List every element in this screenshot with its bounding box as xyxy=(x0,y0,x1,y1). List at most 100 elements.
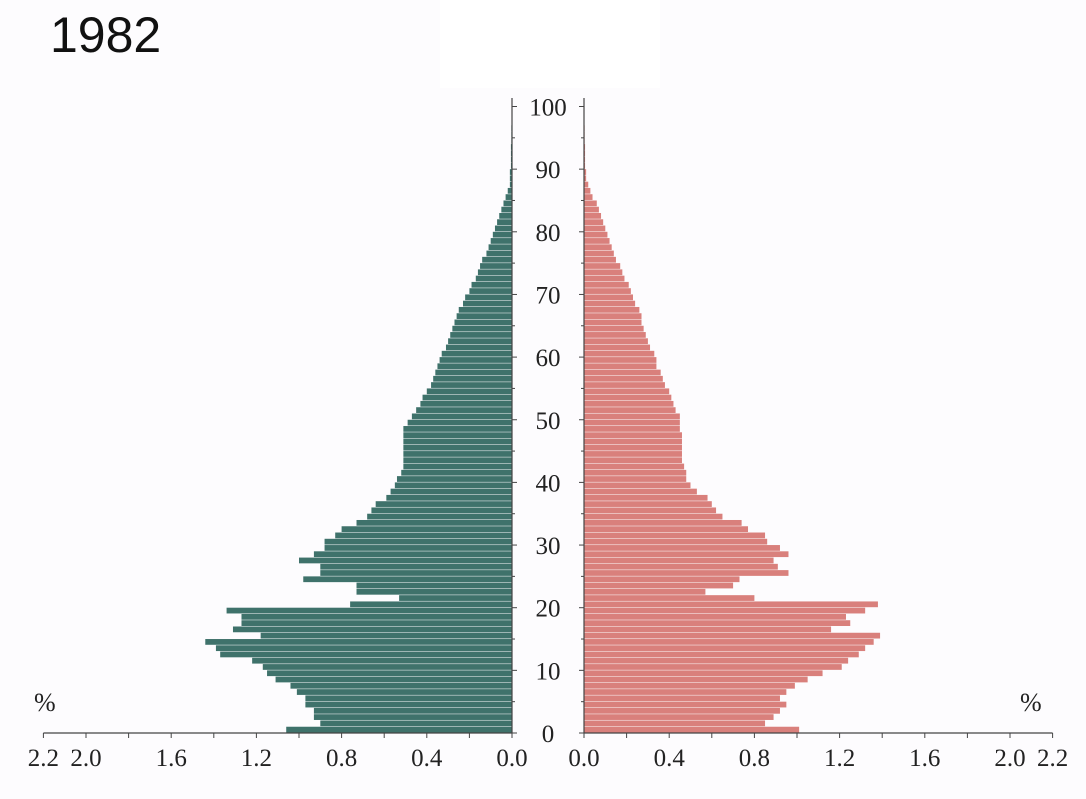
right-bar xyxy=(584,294,633,301)
left-bar xyxy=(456,313,512,320)
right-bar xyxy=(584,313,642,320)
left-bar xyxy=(469,288,512,294)
right-bar xyxy=(584,407,676,413)
right-bar xyxy=(584,519,742,526)
right-bar xyxy=(584,595,755,601)
right-bar xyxy=(584,400,674,407)
left-bar xyxy=(305,701,512,708)
chart-title: 1982 xyxy=(50,7,162,63)
left-bar xyxy=(420,400,512,407)
right-bar xyxy=(584,219,604,226)
left-bar xyxy=(252,657,512,664)
right-bar xyxy=(584,325,644,332)
right-bar xyxy=(584,664,842,670)
left-bar xyxy=(390,488,512,495)
age-tick-label: 20 xyxy=(536,596,561,623)
left-bar xyxy=(503,200,512,207)
left-bar xyxy=(497,219,512,226)
right-bar xyxy=(584,726,800,733)
left-bar xyxy=(403,463,512,470)
right-bar xyxy=(584,689,787,695)
right-bar xyxy=(584,169,587,175)
right-bar xyxy=(584,576,740,583)
left-bar xyxy=(480,263,512,269)
right-bar xyxy=(584,620,851,626)
right-bar xyxy=(584,657,849,664)
right-x-tick-label: 0.0 xyxy=(568,745,599,772)
right-bar xyxy=(584,244,612,251)
right-bar xyxy=(584,263,621,269)
right-bar xyxy=(584,444,682,451)
right-bar xyxy=(584,632,881,639)
right-bar xyxy=(584,375,663,382)
left-bar xyxy=(445,344,512,351)
left-bar xyxy=(320,720,512,727)
right-bar xyxy=(584,563,778,570)
right-bar xyxy=(584,426,680,432)
right-bar xyxy=(584,588,706,595)
right-bar xyxy=(584,231,608,238)
right-bar xyxy=(584,256,616,263)
right-bar xyxy=(584,206,599,213)
left-bar xyxy=(463,300,512,307)
left-bar xyxy=(433,375,512,382)
right-bar xyxy=(584,394,672,401)
left-bar xyxy=(356,519,512,526)
left-bar xyxy=(375,501,512,507)
right-bar xyxy=(584,651,859,658)
age-tick-label: 30 xyxy=(536,533,561,560)
right-bar xyxy=(584,482,691,489)
left-bar xyxy=(324,545,512,551)
left-bar xyxy=(488,244,512,251)
right-bar xyxy=(584,545,780,551)
left-bar xyxy=(305,695,512,702)
right-bar xyxy=(584,639,874,645)
age-tick-label: 90 xyxy=(536,157,561,184)
left-bar xyxy=(335,532,512,539)
right-x-tick-label: 1.2 xyxy=(824,745,855,772)
left-unit-label: % xyxy=(34,688,56,717)
left-bar xyxy=(296,689,512,695)
right-bar xyxy=(584,363,657,370)
left-bar xyxy=(399,595,512,601)
left-bar xyxy=(341,526,512,533)
blank-overlay xyxy=(440,0,660,88)
left-bar xyxy=(299,557,512,564)
left-bar xyxy=(401,469,512,476)
right-bar xyxy=(584,275,625,282)
left-bar xyxy=(262,664,512,670)
right-bar xyxy=(584,419,680,426)
right-bar xyxy=(584,382,665,388)
left-bar xyxy=(482,256,512,263)
right-bar xyxy=(584,288,631,294)
left-bar xyxy=(437,363,512,370)
left-bar xyxy=(450,332,512,338)
left-bar xyxy=(320,563,512,570)
left-bar xyxy=(232,626,512,633)
right-bar xyxy=(584,476,687,482)
left-bar xyxy=(422,394,512,401)
left-bar xyxy=(350,601,512,608)
left-bar xyxy=(403,444,512,451)
right-bar xyxy=(584,225,606,232)
right-bar xyxy=(584,269,623,276)
left-bar xyxy=(477,269,512,276)
right-bar xyxy=(584,350,655,357)
right-bar xyxy=(584,250,614,257)
left-bar xyxy=(286,726,512,733)
right-bar xyxy=(584,438,682,445)
left-bar xyxy=(509,181,512,188)
right-bar xyxy=(584,494,708,501)
left-bar xyxy=(367,513,512,520)
right-bar xyxy=(584,570,789,576)
right-bar xyxy=(584,300,636,307)
right-x-tick-label: 0.4 xyxy=(654,745,686,772)
left-x-tick-label: 1.2 xyxy=(241,745,272,772)
right-bar xyxy=(584,194,593,200)
left-bar xyxy=(320,570,512,576)
left-x-tick-label: 2.0 xyxy=(70,745,101,772)
left-x-tick-label: 0.0 xyxy=(496,745,527,772)
left-x-tick-label: 1.6 xyxy=(156,745,187,772)
right-x-tick-label: 2.2 xyxy=(1037,745,1068,772)
